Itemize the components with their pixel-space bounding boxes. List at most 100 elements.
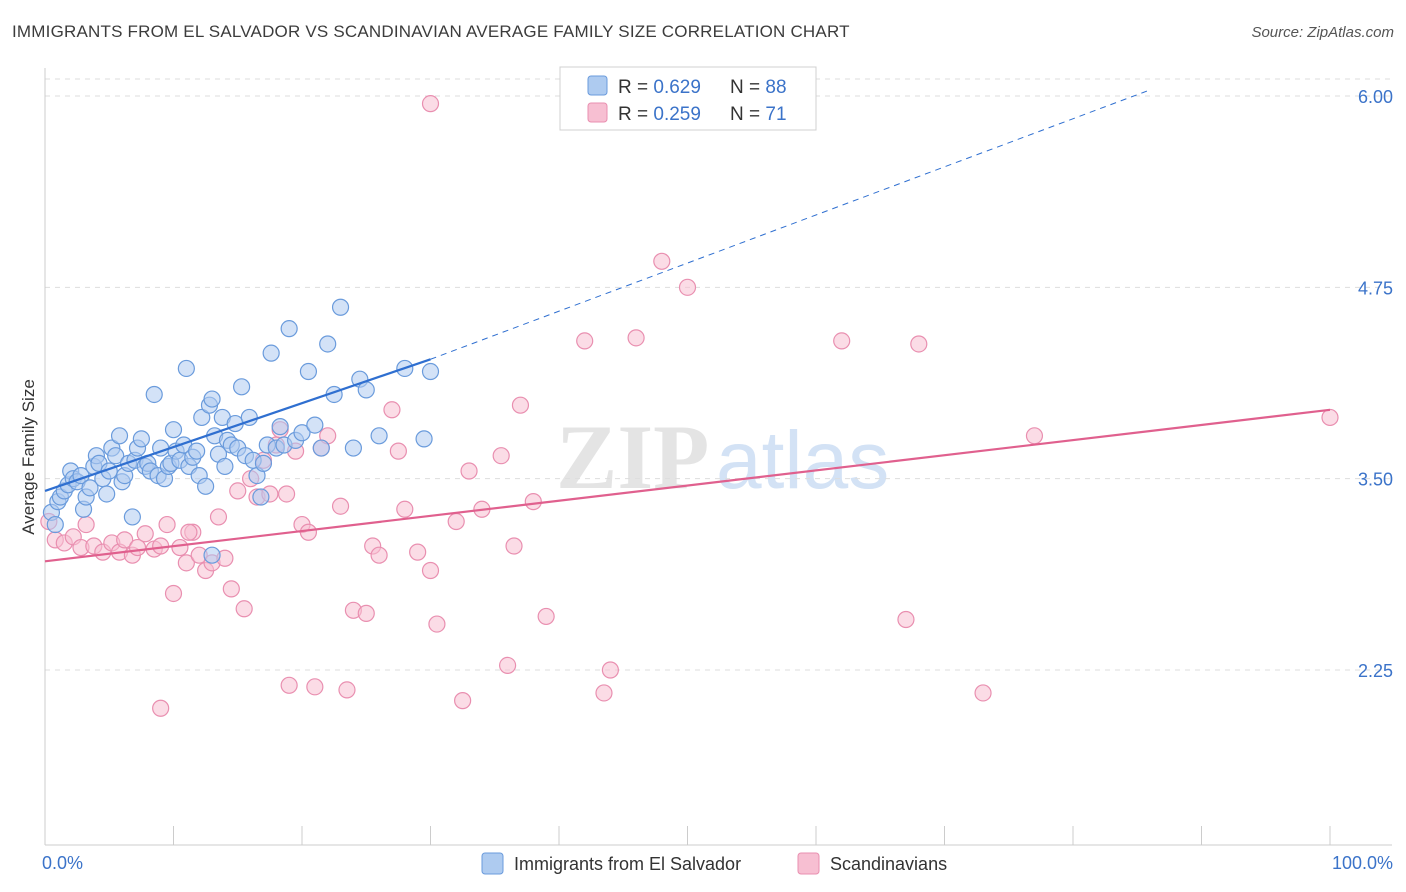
trend-lines [44,89,1331,563]
legend-n-label-scandinavians: N = [730,104,765,125]
y-axis-title: Average Family Size [19,379,38,535]
scandinavians-point-52 [421,561,440,580]
el-salvador-point-28 [132,430,150,448]
scandinavians-point-76 [152,699,170,717]
scandinavians-point-74 [1321,408,1339,427]
scandinavians-point-59 [499,656,517,675]
svg-text:N = 71: N = 71 [730,104,787,125]
scandinavians-point-18 [171,538,189,557]
scandinavians-point-65 [601,661,620,679]
scandinavians-point-72 [974,684,992,702]
gridlines [45,78,1392,671]
el-salvador-point-79 [331,298,350,316]
scandinavians-point-78 [280,676,298,694]
el-salvador-points [42,298,440,564]
scandinavians-point-38 [299,523,318,541]
el-salvador-trend-line [44,358,431,492]
el-salvador-point-67 [262,344,280,362]
scandinavians-point-35 [277,485,296,503]
scandinavians-point-49 [389,442,407,460]
scandinavians-point-73 [1025,427,1044,445]
scandinavians-point-64 [595,684,613,702]
series-legend: Immigrants from El Salvador Scandinavian… [481,852,947,875]
scandinavians-point-28 [235,600,253,618]
bottom-legend-swatch-el-salvador [481,852,504,875]
el-salvador-point-17 [98,485,116,503]
el-salvador-point-50 [203,390,221,408]
x-tick-label-1: 100.0% [1332,853,1393,873]
chart-title: IMMIGRANTS FROM EL SALVADOR VS SCANDINAV… [12,22,850,41]
scandinavians-point-42 [331,497,350,515]
el-salvador-point-20 [107,447,125,465]
scandinavians-point-68 [678,278,697,296]
el-salvador-point-80 [344,439,362,457]
el-salvador-point-69 [271,418,289,436]
el-salvador-point-1 [46,515,64,534]
legend-n-label-el-salvador: N = [730,77,765,98]
el-salvador-point-64 [252,488,270,506]
legend-n-value-scandinavians: 71 [765,104,786,125]
el-salvador-point-42 [177,359,195,378]
scandinavians-point-16 [158,515,176,534]
scandinavians-point-24 [209,508,228,526]
scandinavians-point-19 [177,554,195,572]
scandinavians-point-71 [910,335,928,353]
scandinavians-point-56 [460,462,478,480]
legend-swatch-el-salvador [587,75,608,96]
scandinavians-point-77 [180,523,198,541]
el-salvador-point-65 [254,454,273,472]
el-salvador-point-32 [145,385,163,404]
scandinavians-point-58 [492,447,510,465]
scandinavians-point-75 [421,95,440,113]
y-tick-label-3: 6.00 [1358,87,1393,107]
el-salvador-point-59 [233,378,251,396]
el-salvador-point-73 [293,424,311,442]
el-salvador-point-83 [370,427,388,445]
watermark-atlas: atlas [716,415,889,506]
legend-r-value-el-salvador: 0.629 [653,77,701,98]
scandinavians-trend-line [44,408,1331,563]
scandinavians-point-66 [627,329,645,347]
el-salvador-point-12 [81,479,99,497]
correlation-legend: R = 0.629 N = 88 R = 0.259 N = 71 [559,66,817,131]
scandinavians-point-50 [396,500,414,518]
scandinavians-point-17 [164,584,183,603]
el-salvador-point-48 [197,477,215,495]
scandinavians-point-62 [537,607,555,626]
scandinavians-point-5 [77,515,95,534]
el-salvador-point-75 [306,416,324,434]
el-salvador-trend-extension [430,89,1151,360]
axes [44,68,1392,846]
scandinavians-point-60 [511,396,530,414]
tick-labels: 2.25 3.50 4.75 6.00 0.0% 100.0% [42,87,1393,873]
svg-text:R = 0.259: R = 0.259 [618,104,701,125]
scandinavians-point-47 [370,546,388,564]
bottom-legend-swatch-scandinavians [797,852,820,875]
y-tick-label-1: 3.50 [1358,470,1393,490]
y-tick-label-2: 4.75 [1358,278,1393,298]
scandinavians-point-26 [222,580,240,598]
scandinavians-point-13 [136,525,154,543]
scandinavians-point-54 [447,512,465,531]
legend-r-label-el-salvador: R = [618,77,653,98]
scandinavians-point-27 [229,482,247,500]
el-salvador-point-85 [415,430,433,448]
el-salvador-point-86 [421,362,440,381]
scandinavians-point-67 [653,252,671,270]
scandinavians-point-48 [383,401,401,419]
svg-text:N = 88: N = 88 [730,77,787,98]
scandinavians-point-63 [576,332,594,350]
scandinavians-point-45 [357,604,375,622]
el-salvador-point-77 [319,335,337,353]
el-salvador-point-54 [216,457,234,476]
el-salvador-point-74 [299,362,318,381]
scandinavians-point-39 [306,678,324,696]
scandinavians-point-61 [524,493,542,511]
x-tick-label-0: 0.0% [42,853,83,873]
scandinavians-point-43 [338,681,356,699]
el-salvador-point-38 [164,421,183,439]
y-tick-label-0: 2.25 [1358,661,1393,681]
bottom-legend-label-scandinavians: Scandinavians [830,854,947,874]
source-credit: Source: ZipAtlas.com [1251,24,1394,41]
